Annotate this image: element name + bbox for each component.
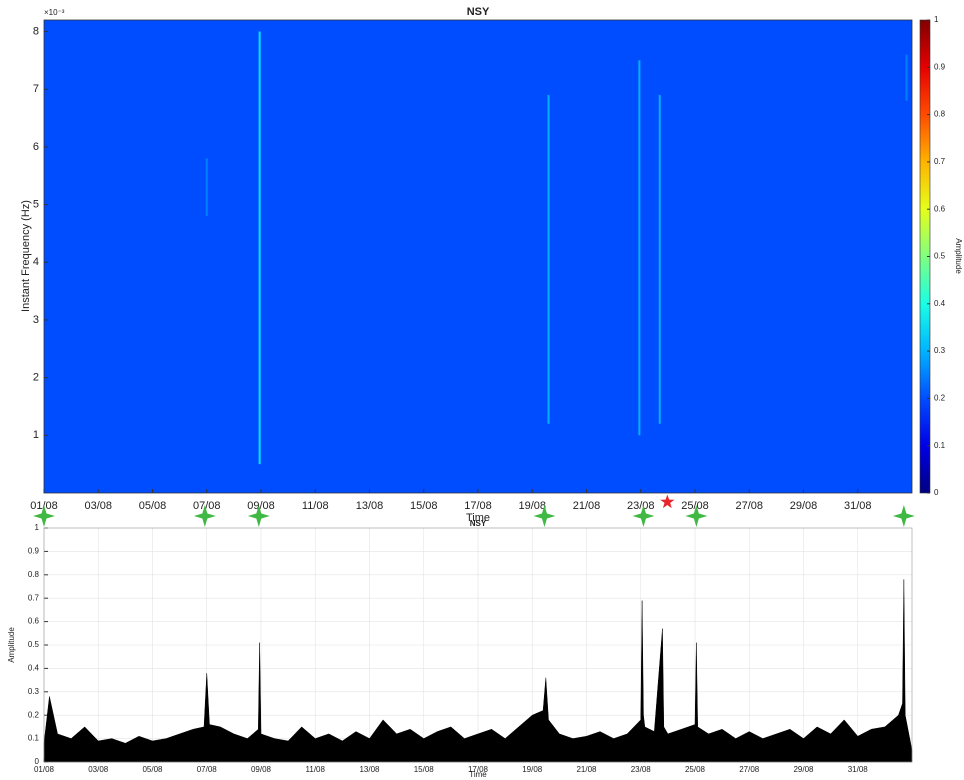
y-tick-label: 0.4 <box>28 664 40 673</box>
x-tick-label: 19/08 <box>522 765 543 774</box>
y-tick-label: 0.1 <box>28 734 40 743</box>
spectral-streak <box>548 95 550 424</box>
spectrogram-background <box>44 20 912 493</box>
y-exponent: ×10⁻³ <box>44 8 65 17</box>
colorbar-tick-label: 0.7 <box>934 157 946 166</box>
colorbar-tick-label: 0.6 <box>934 204 946 213</box>
y-tick-label: 0.2 <box>28 710 40 719</box>
x-tick-label: 13/08 <box>356 500 384 512</box>
colorbar-label: Amplitude <box>954 238 963 274</box>
colorbar-tick-label: 0.5 <box>934 252 946 261</box>
y-tick-label: 5 <box>33 198 39 210</box>
y-tick-label: 7 <box>33 83 39 95</box>
x-tick-label: 17/08 <box>464 500 492 512</box>
x-tick-label: 31/08 <box>848 765 869 774</box>
x-tick-label: 11/08 <box>302 500 329 512</box>
y-axis-label: Instant Frequency (Hz) <box>20 200 32 312</box>
y-tick-label: 0.5 <box>28 640 40 649</box>
x-tick-label: 15/08 <box>414 765 435 774</box>
spectral-streak <box>906 55 908 101</box>
y-tick-label: 0.3 <box>28 687 40 696</box>
x-tick-label: 21/08 <box>576 765 597 774</box>
chart-title: NSY <box>467 6 490 18</box>
y-tick-label: 0.6 <box>28 617 40 626</box>
x-tick-label: 05/08 <box>139 500 167 512</box>
x-tick-label: 13/08 <box>359 765 380 774</box>
x-tick-label: 31/08 <box>844 500 872 512</box>
spectral-streak <box>638 60 640 435</box>
y-tick-label: 0 <box>35 757 40 766</box>
spectral-streak <box>259 32 261 465</box>
x-tick-label: 19/08 <box>518 500 546 512</box>
y-tick-label: 6 <box>33 141 39 153</box>
x-tick-label: 07/08 <box>197 765 218 774</box>
figure: NSY Time Instant Frequency (Hz) ×10⁻³ Am… <box>0 0 964 780</box>
spectral-streak <box>659 95 661 424</box>
x-tick-label: 03/08 <box>88 765 109 774</box>
y-tick-label: 3 <box>33 314 39 326</box>
colorbar-tick-label: 0.2 <box>934 394 946 403</box>
x-tick-label: 01/08 <box>34 765 55 774</box>
y-axis-label: Amplitude <box>7 627 16 663</box>
x-tick-label: 23/08 <box>627 500 655 512</box>
event-marker <box>893 505 915 527</box>
y-tick-label: 1 <box>35 523 40 532</box>
x-tick-label: 11/08 <box>306 765 326 774</box>
x-tick-label: 09/08 <box>247 500 275 512</box>
colorbar-tick-label: 0.4 <box>934 299 946 308</box>
x-tick-label: 17/08 <box>468 765 489 774</box>
y-tick-label: 8 <box>33 25 39 37</box>
x-tick-label: 29/08 <box>790 500 818 512</box>
x-tick-label: 23/08 <box>631 765 652 774</box>
y-tick-label: 1 <box>33 429 39 441</box>
spectral-streak <box>206 158 208 216</box>
highlight-marker <box>660 495 674 509</box>
x-tick-label: 29/08 <box>793 765 814 774</box>
x-tick-label: 03/08 <box>84 500 112 512</box>
x-tick-label: 05/08 <box>142 765 163 774</box>
x-tick-label: 09/08 <box>251 765 272 774</box>
y-tick-label: 0.7 <box>28 593 40 602</box>
colorbar-tick-label: 0.9 <box>934 62 946 71</box>
y-tick-label: 4 <box>33 256 39 268</box>
colorbar-tick-label: 0 <box>934 488 939 497</box>
chart-title: NSY <box>470 519 487 528</box>
y-tick-label: 0.8 <box>28 570 40 579</box>
x-tick-label: 15/08 <box>410 500 438 512</box>
colorbar-tick-label: 0.1 <box>934 441 946 450</box>
x-tick-label: 07/08 <box>193 500 221 512</box>
colorbar-tick-label: 1 <box>934 15 939 24</box>
y-tick-label: 0.9 <box>28 547 40 556</box>
x-tick-label: 27/08 <box>735 500 763 512</box>
x-tick-label: 25/08 <box>685 765 706 774</box>
x-tick-label: 21/08 <box>573 500 601 512</box>
colorbar-tick-label: 0.3 <box>934 346 946 355</box>
y-tick-label: 2 <box>33 372 39 384</box>
colorbar-tick-label: 0.8 <box>934 110 946 119</box>
x-tick-label: 27/08 <box>739 765 760 774</box>
